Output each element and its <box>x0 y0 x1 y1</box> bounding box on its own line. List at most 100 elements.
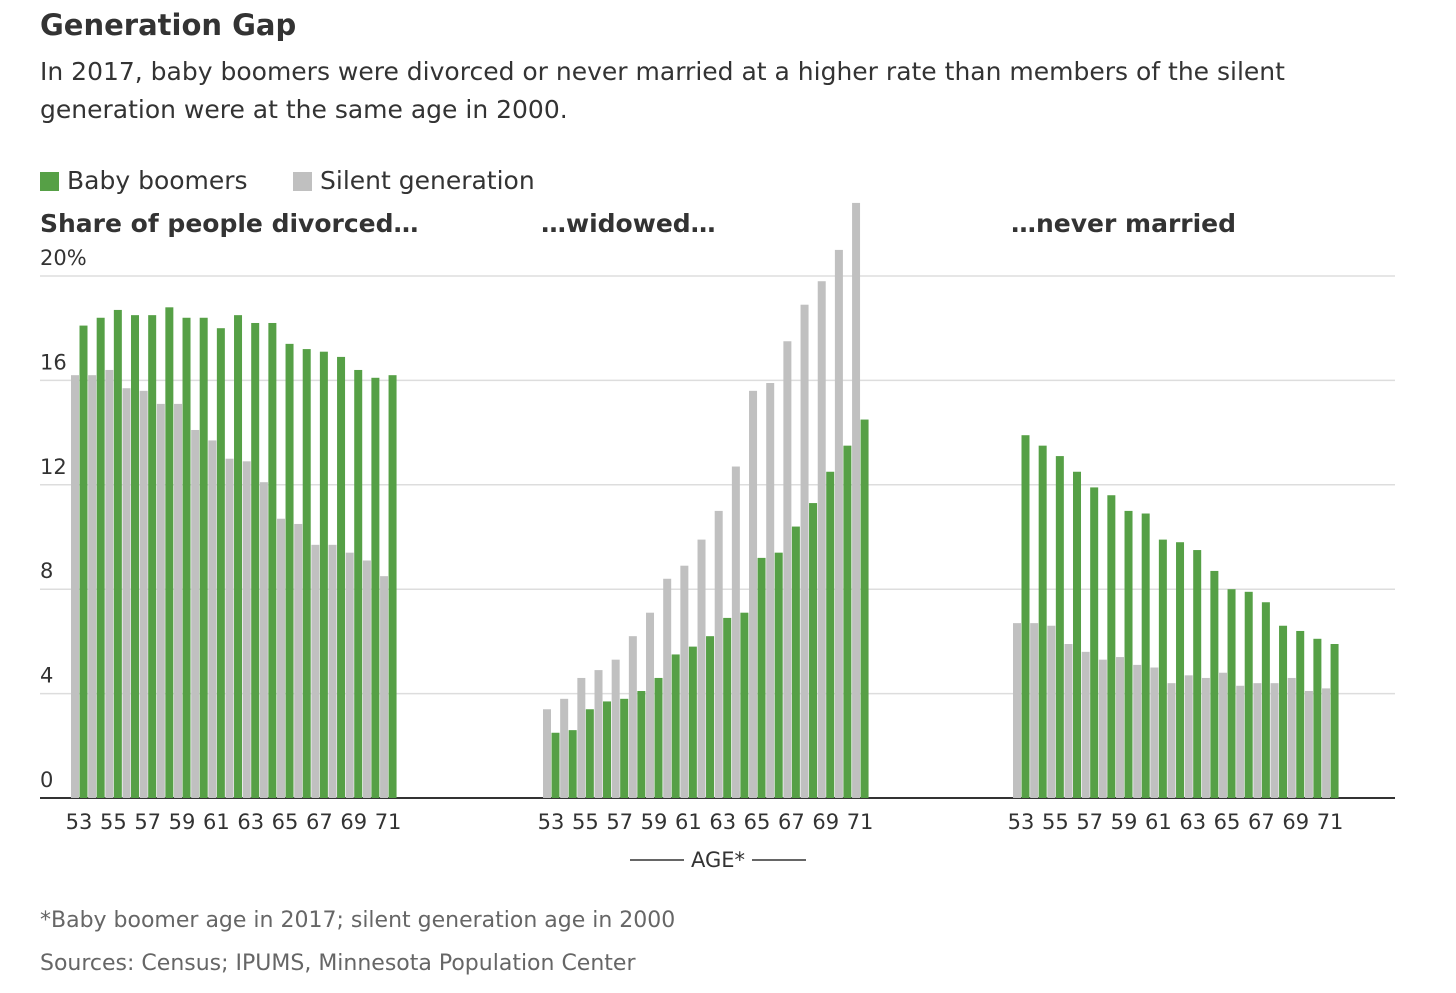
y-tick-label: 16 <box>40 350 67 374</box>
x-tick-label: 55 <box>572 810 599 834</box>
bar <box>354 369 363 798</box>
x-tick-label: 65 <box>1214 810 1241 834</box>
bar <box>654 677 663 798</box>
bar <box>79 325 88 798</box>
x-tick-label: 63 <box>709 810 736 834</box>
bar <box>577 677 586 798</box>
bar <box>817 281 826 799</box>
y-tick-label: 4 <box>40 664 53 688</box>
x-tick-label: 61 <box>203 810 230 834</box>
bar <box>285 343 294 798</box>
x-tick-label: 55 <box>1042 810 1069 834</box>
footnote: *Baby boomer age in 2017; silent generat… <box>40 908 675 933</box>
bar <box>71 375 79 798</box>
bar <box>1304 690 1313 798</box>
bar <box>809 503 818 798</box>
bar <box>774 552 783 798</box>
bar <box>1124 510 1133 798</box>
x-tick-label: 57 <box>606 810 633 834</box>
y-tick-label: 20% <box>40 246 87 270</box>
x-tick-label: 53 <box>66 810 93 834</box>
bar <box>174 403 183 798</box>
x-axis-label: AGE* <box>691 848 745 872</box>
bar <box>259 482 268 798</box>
bar <box>139 390 148 798</box>
bar <box>165 307 174 798</box>
bar <box>371 377 380 798</box>
legend-swatch <box>40 172 59 191</box>
x-tick-label: 67 <box>1248 810 1275 834</box>
x-tick-label: 71 <box>847 810 874 834</box>
bar <box>1227 589 1236 798</box>
x-tick-label: 55 <box>100 810 127 834</box>
bar <box>380 576 389 798</box>
x-tick-label: 65 <box>272 810 299 834</box>
bar <box>1330 644 1339 798</box>
bar <box>319 351 328 798</box>
bar <box>706 636 715 798</box>
bar <box>1081 651 1090 798</box>
chart-title: Generation Gap <box>40 8 296 42</box>
x-tick-label: 53 <box>1008 810 1035 834</box>
bar <box>105 369 114 798</box>
x-tick-label: 69 <box>1282 810 1309 834</box>
bar <box>766 383 775 798</box>
x-tick-label: 67 <box>306 810 333 834</box>
bar <box>113 309 122 798</box>
bar <box>328 544 337 798</box>
bar <box>1287 677 1296 798</box>
bar <box>603 701 612 798</box>
bar <box>1150 667 1159 798</box>
bar <box>1133 664 1142 798</box>
bar <box>551 732 560 798</box>
bar <box>96 317 105 798</box>
bar <box>1296 630 1305 798</box>
bar <box>362 560 371 798</box>
x-tick-label: 69 <box>812 810 839 834</box>
bar <box>1030 623 1039 798</box>
legend-label: Silent generation <box>320 166 535 195</box>
bar <box>1107 495 1116 798</box>
bar <box>131 315 140 798</box>
bar <box>1313 638 1322 798</box>
y-tick-label: 8 <box>40 559 53 583</box>
x-tick-label: 67 <box>778 810 805 834</box>
x-tick-label: 57 <box>134 810 161 834</box>
bar <box>1184 675 1193 798</box>
x-tick-label: 53 <box>538 810 565 834</box>
bar <box>560 698 569 798</box>
bar <box>1055 456 1064 798</box>
bar <box>388 375 397 798</box>
bar <box>1098 659 1107 798</box>
bar <box>1176 542 1185 798</box>
x-tick-label: 71 <box>375 810 402 834</box>
bar <box>199 317 208 798</box>
panel-title: …never married <box>1011 209 1236 238</box>
bar <box>714 510 723 798</box>
bar <box>1236 685 1245 798</box>
x-tick-label: 61 <box>675 810 702 834</box>
x-tick-label: 69 <box>340 810 367 834</box>
bar <box>1261 602 1270 798</box>
x-tick-label: 61 <box>1145 810 1172 834</box>
bar <box>1038 445 1047 798</box>
x-tick-label: 63 <box>237 810 264 834</box>
bar <box>1219 672 1228 798</box>
source: Sources: Census; IPUMS, Minnesota Popula… <box>40 951 636 976</box>
bar <box>826 471 835 798</box>
bar <box>1141 513 1150 798</box>
bar <box>749 390 758 798</box>
bar <box>1210 570 1219 798</box>
bar <box>611 659 620 798</box>
bar <box>1244 591 1253 798</box>
bar <box>671 654 680 798</box>
bar <box>345 552 354 798</box>
bar <box>268 322 277 798</box>
bar <box>757 557 766 798</box>
bar <box>1279 625 1288 798</box>
bar <box>1253 683 1262 798</box>
y-tick-label: 0 <box>40 768 53 792</box>
bar <box>1090 487 1099 798</box>
bar <box>688 646 697 798</box>
